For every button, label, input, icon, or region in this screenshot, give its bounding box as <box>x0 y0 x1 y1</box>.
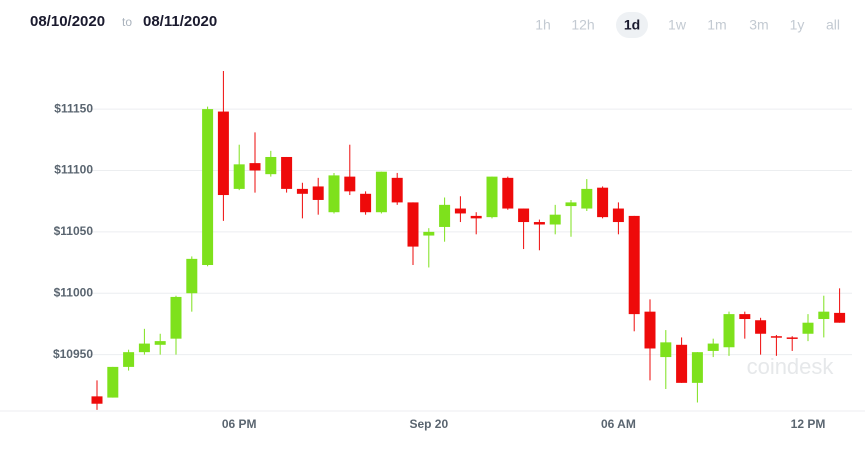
candle-body <box>170 296 182 339</box>
range-button[interactable]: 1y <box>790 17 805 33</box>
y-tick-label: $11100 <box>54 163 93 177</box>
y-tick-label: $11150 <box>54 101 93 115</box>
x-tick-label: 06 PM <box>222 417 257 431</box>
candle-body <box>439 204 451 227</box>
candle-body <box>818 311 830 320</box>
candle-body <box>723 314 735 348</box>
candle-body <box>707 343 719 351</box>
candle-body <box>202 109 214 266</box>
date-separator: to <box>122 15 132 29</box>
candle-body <box>834 312 846 323</box>
candle-body <box>344 176 356 192</box>
y-tick-label: $10950 <box>53 347 93 361</box>
range-active-bg <box>616 12 648 38</box>
candle-body <box>233 164 245 189</box>
candle-body <box>391 177 403 203</box>
candle-body <box>739 314 751 320</box>
candle-body <box>644 311 656 349</box>
candle-body <box>802 322 814 334</box>
candle-body <box>360 193 372 213</box>
y-tick-label: $11000 <box>54 285 94 299</box>
x-tick-label: 12 PM <box>791 417 826 431</box>
candle-body <box>660 342 672 358</box>
range-button[interactable]: 1d <box>624 17 640 33</box>
candle-body <box>518 208 530 223</box>
range-button[interactable]: 1w <box>668 17 687 33</box>
candle-body <box>249 163 261 171</box>
range-button[interactable]: 3m <box>749 17 768 33</box>
range-button[interactable]: 1m <box>707 17 726 33</box>
candle-body <box>486 176 498 218</box>
candle-body <box>454 208 466 214</box>
candle-body <box>533 222 545 225</box>
range-button[interactable]: 12h <box>571 17 594 33</box>
candle-body <box>597 187 609 218</box>
candle-body <box>755 320 767 334</box>
candle-body <box>296 188 308 194</box>
candle-body <box>502 177 514 209</box>
watermark: coindesk <box>747 354 835 379</box>
candle-body <box>186 258 198 294</box>
candle-body <box>154 341 166 345</box>
candle-body <box>123 352 135 367</box>
date-from: 08/10/2020 <box>30 13 105 30</box>
candle-body <box>770 336 782 338</box>
x-tick-label: 06 AM <box>601 417 636 431</box>
candle-body <box>549 214 561 225</box>
candle-body <box>312 186 324 200</box>
candle-body <box>265 156 277 175</box>
candle-body <box>375 171 387 213</box>
candle-body <box>628 215 640 315</box>
candle-body <box>217 111 229 196</box>
candle-body <box>328 175 340 213</box>
x-tick-label: Sep 20 <box>409 417 448 431</box>
candle-body <box>470 215 482 219</box>
y-tick-label: $11050 <box>54 224 94 238</box>
candle-body <box>612 208 624 223</box>
candle-body <box>407 202 419 247</box>
candle-body <box>91 396 103 404</box>
candle-body <box>565 202 577 207</box>
date-to: 08/11/2020 <box>143 13 217 30</box>
candle-body <box>107 366 119 398</box>
candle-body <box>691 352 703 383</box>
candle-body <box>281 156 293 189</box>
candle-body <box>423 231 435 236</box>
candle-body <box>581 188 593 209</box>
candle-body <box>138 343 150 353</box>
range-button[interactable]: 1h <box>535 17 551 33</box>
range-button[interactable]: all <box>826 17 840 33</box>
candle-body <box>676 344 688 383</box>
candle-body <box>786 337 798 339</box>
